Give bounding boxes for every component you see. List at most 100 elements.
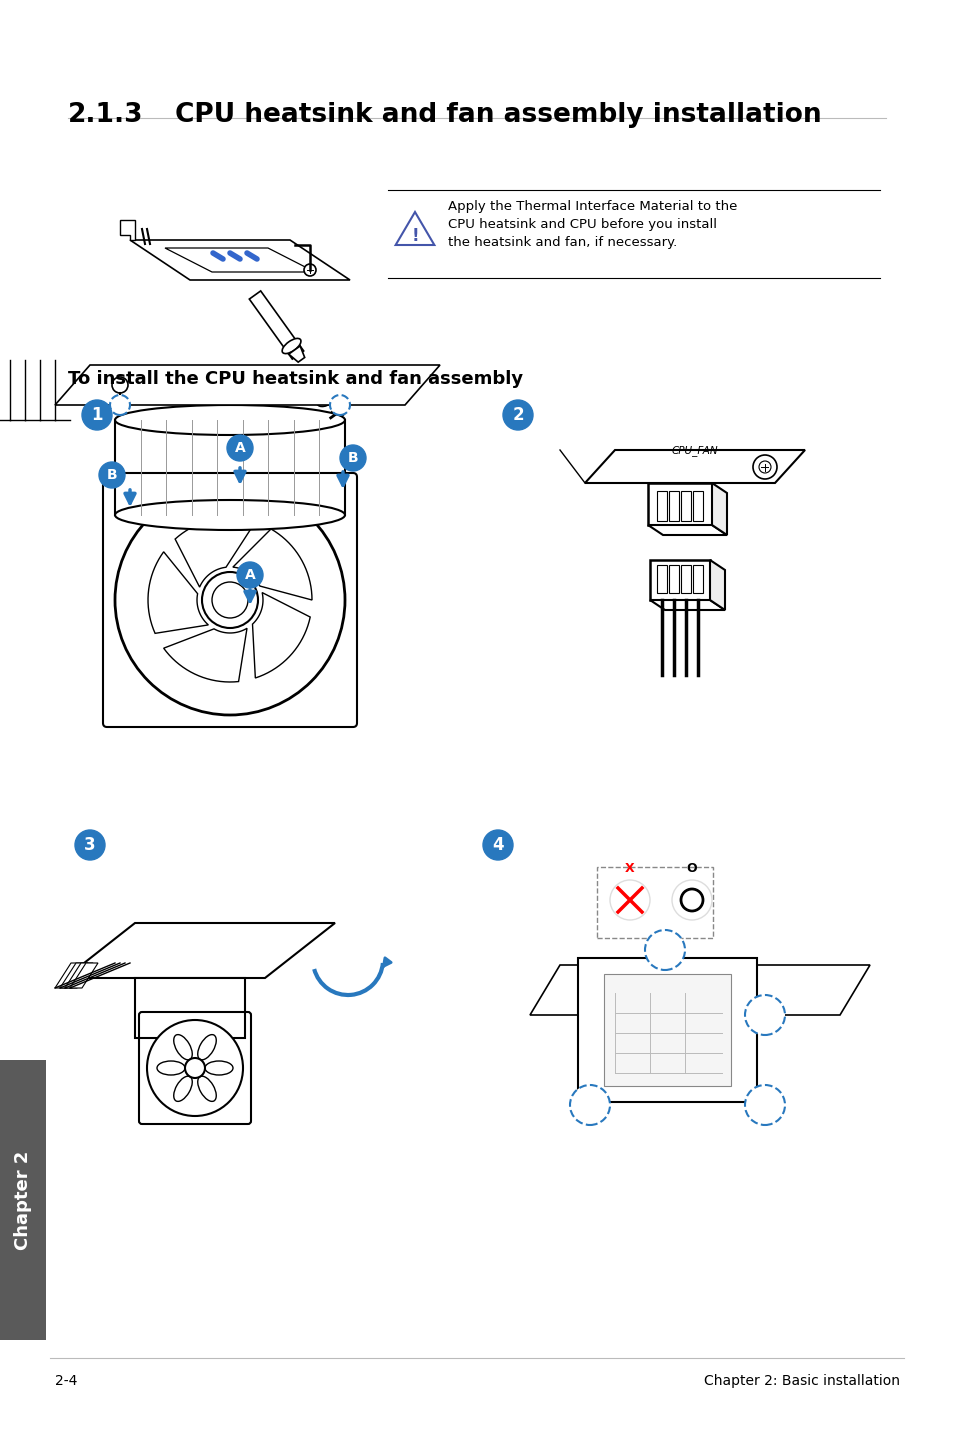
Polygon shape bbox=[647, 483, 711, 525]
Text: 2-4: 2-4 bbox=[55, 1373, 77, 1388]
Circle shape bbox=[655, 940, 675, 961]
Ellipse shape bbox=[115, 500, 345, 531]
Text: Chapter 2: Basic installation: Chapter 2: Basic installation bbox=[703, 1373, 899, 1388]
Polygon shape bbox=[148, 552, 208, 633]
Circle shape bbox=[579, 1094, 599, 1114]
Text: CPU heatsink and fan assembly installation: CPU heatsink and fan assembly installati… bbox=[174, 102, 821, 128]
Text: To install the CPU heatsink and fan assembly: To install the CPU heatsink and fan asse… bbox=[68, 370, 522, 388]
FancyBboxPatch shape bbox=[0, 1060, 46, 1340]
Circle shape bbox=[227, 436, 253, 462]
Circle shape bbox=[82, 400, 112, 430]
FancyBboxPatch shape bbox=[668, 490, 679, 521]
Polygon shape bbox=[253, 592, 310, 677]
Polygon shape bbox=[164, 628, 247, 682]
Text: 3: 3 bbox=[84, 835, 95, 854]
Circle shape bbox=[339, 444, 366, 472]
Circle shape bbox=[744, 995, 784, 1035]
Text: Apply the Thermal Interface Material to the: Apply the Thermal Interface Material to … bbox=[448, 200, 737, 213]
Text: X: X bbox=[624, 861, 634, 874]
Ellipse shape bbox=[197, 1034, 216, 1060]
FancyBboxPatch shape bbox=[668, 565, 679, 592]
Polygon shape bbox=[175, 518, 255, 587]
Polygon shape bbox=[649, 600, 724, 610]
Polygon shape bbox=[135, 978, 245, 1038]
Polygon shape bbox=[530, 965, 869, 1015]
FancyBboxPatch shape bbox=[680, 490, 690, 521]
Polygon shape bbox=[711, 483, 726, 535]
Circle shape bbox=[609, 880, 649, 920]
Circle shape bbox=[680, 889, 702, 912]
Polygon shape bbox=[395, 211, 434, 244]
Polygon shape bbox=[584, 450, 804, 483]
Polygon shape bbox=[55, 365, 439, 406]
Circle shape bbox=[754, 1094, 774, 1114]
Polygon shape bbox=[120, 220, 135, 240]
Polygon shape bbox=[647, 525, 726, 535]
Polygon shape bbox=[55, 963, 83, 988]
Ellipse shape bbox=[173, 1076, 193, 1102]
Ellipse shape bbox=[173, 1034, 193, 1060]
Circle shape bbox=[304, 265, 315, 276]
Circle shape bbox=[75, 830, 105, 860]
Text: 2: 2 bbox=[512, 406, 523, 424]
FancyBboxPatch shape bbox=[692, 565, 702, 592]
Text: O: O bbox=[686, 861, 697, 874]
Ellipse shape bbox=[205, 1061, 233, 1076]
FancyBboxPatch shape bbox=[657, 490, 666, 521]
Ellipse shape bbox=[316, 387, 339, 407]
Circle shape bbox=[744, 1086, 784, 1125]
Polygon shape bbox=[289, 347, 304, 362]
Text: Chapter 2: Chapter 2 bbox=[14, 1150, 32, 1250]
FancyBboxPatch shape bbox=[597, 867, 712, 938]
Polygon shape bbox=[130, 240, 350, 280]
Circle shape bbox=[212, 582, 248, 618]
Ellipse shape bbox=[115, 406, 345, 436]
Circle shape bbox=[112, 377, 128, 393]
Circle shape bbox=[752, 454, 776, 479]
Circle shape bbox=[185, 1058, 205, 1078]
FancyBboxPatch shape bbox=[603, 974, 730, 1086]
Polygon shape bbox=[709, 559, 724, 610]
Ellipse shape bbox=[157, 1061, 185, 1076]
Text: B: B bbox=[107, 467, 117, 482]
Polygon shape bbox=[649, 559, 709, 600]
FancyBboxPatch shape bbox=[692, 490, 702, 521]
Ellipse shape bbox=[282, 338, 300, 354]
Circle shape bbox=[671, 880, 711, 920]
Text: 1: 1 bbox=[91, 406, 103, 424]
Text: 2.1.3: 2.1.3 bbox=[68, 102, 143, 128]
Polygon shape bbox=[70, 963, 98, 988]
Circle shape bbox=[754, 1005, 774, 1025]
FancyBboxPatch shape bbox=[657, 565, 666, 592]
Circle shape bbox=[330, 395, 350, 416]
Circle shape bbox=[99, 462, 125, 487]
Circle shape bbox=[502, 400, 533, 430]
Circle shape bbox=[482, 830, 513, 860]
Text: 4: 4 bbox=[492, 835, 503, 854]
Circle shape bbox=[569, 1086, 609, 1125]
Circle shape bbox=[236, 562, 263, 588]
Ellipse shape bbox=[115, 485, 345, 715]
Circle shape bbox=[644, 930, 684, 971]
Circle shape bbox=[202, 572, 257, 628]
Circle shape bbox=[110, 395, 130, 416]
Polygon shape bbox=[115, 420, 345, 515]
Text: A: A bbox=[234, 441, 245, 454]
Text: A: A bbox=[244, 568, 255, 582]
Ellipse shape bbox=[197, 1076, 216, 1102]
Circle shape bbox=[759, 462, 770, 473]
Polygon shape bbox=[233, 529, 312, 600]
Polygon shape bbox=[60, 963, 88, 988]
FancyBboxPatch shape bbox=[680, 565, 690, 592]
Ellipse shape bbox=[331, 406, 346, 418]
Circle shape bbox=[147, 1020, 243, 1116]
Polygon shape bbox=[65, 963, 92, 988]
Text: CPU heatsink and CPU before you install: CPU heatsink and CPU before you install bbox=[448, 219, 717, 232]
Polygon shape bbox=[249, 290, 303, 360]
Polygon shape bbox=[65, 923, 335, 978]
Text: CPU_FAN: CPU_FAN bbox=[671, 444, 718, 456]
Text: !: ! bbox=[411, 227, 418, 244]
Text: the heatsink and fan, if necessary.: the heatsink and fan, if necessary. bbox=[448, 236, 677, 249]
Text: B: B bbox=[347, 452, 358, 464]
Polygon shape bbox=[165, 247, 314, 272]
